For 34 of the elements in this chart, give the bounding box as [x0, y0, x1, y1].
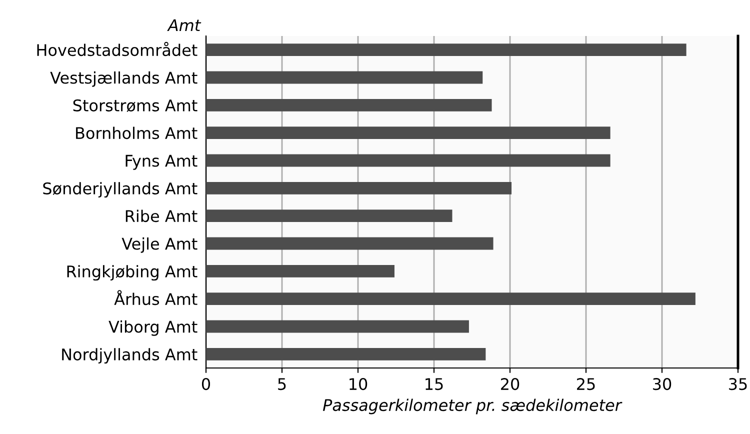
- y-tick-label: Nordjyllands Amt: [62, 348, 198, 364]
- y-tick-label: Vestsjællands Amt: [50, 71, 198, 87]
- y-tick-label: Storstrøms Amt: [73, 99, 198, 112]
- bar: [206, 348, 486, 360]
- x-tick-label: 0: [202, 378, 210, 390]
- y-axis-title: Amt: [167, 19, 202, 32]
- bar: [206, 154, 610, 167]
- x-tick-label: 35: [729, 378, 747, 390]
- y-tick-label: Vejle Amt: [122, 237, 198, 253]
- bar: [206, 320, 469, 333]
- y-tick-label: Ribe Amt: [126, 210, 198, 222]
- y-tick-label: Viborg Amt: [108, 320, 198, 336]
- x-tick-label: 30: [653, 378, 672, 390]
- y-tick-label: Ringkjøbing Amt: [67, 265, 198, 281]
- y-tick-label: Århus Amt: [114, 290, 198, 306]
- bar: [206, 126, 610, 140]
- bar: [206, 264, 394, 278]
- bar: [206, 44, 686, 56]
- x-tick-label: 20: [501, 378, 520, 390]
- bar: [206, 98, 492, 112]
- bar: [206, 182, 512, 194]
- x-axis-title: Passagerkilometer pr. sædekilometer: [322, 398, 622, 414]
- x-tick-label: 15: [426, 378, 443, 390]
- y-tick-label: Hovedstadsområdet: [37, 42, 198, 56]
- bar: [206, 292, 696, 306]
- y-tick-label: Fyns Amt: [126, 154, 198, 170]
- x-tick-label: 25: [577, 378, 595, 390]
- bar: [206, 71, 483, 84]
- bar: [206, 210, 452, 222]
- y-tick-label: Sønderjyllands Amt: [43, 182, 198, 198]
- x-tick-label: 10: [350, 378, 368, 390]
- x-tick-label: 5: [278, 378, 286, 390]
- y-tick-label: Bornholms Amt: [76, 126, 198, 140]
- bar: [206, 237, 494, 250]
